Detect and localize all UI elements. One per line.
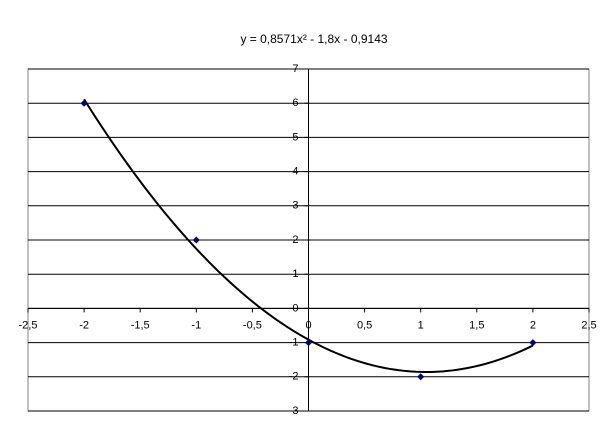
y-tick-label: 4: [292, 166, 298, 178]
data-point: [305, 339, 312, 347]
chart-title: y = 0,8571x² - 1,8x - 0,9143: [240, 32, 387, 46]
y-tick-label: 1: [292, 268, 298, 280]
x-tick-label: 1,5: [469, 319, 484, 331]
y-tick-label: -1: [289, 337, 299, 349]
x-tick-label: 0,5: [357, 319, 372, 331]
data-point: [529, 339, 537, 347]
x-tick-label: -2,5: [19, 319, 38, 331]
y-tick-label: 6: [292, 97, 298, 109]
y-tick-label: -3: [289, 405, 299, 417]
x-tick-label: 0: [305, 319, 311, 331]
x-tick-label: 2: [530, 319, 536, 331]
x-tick-label: 1: [418, 319, 424, 331]
data-point: [192, 236, 200, 244]
x-tick-label: -1: [191, 319, 201, 331]
y-tick-label: 7: [292, 63, 298, 75]
x-tick-label: -0,5: [243, 319, 262, 331]
y-tick-label: 3: [292, 200, 298, 212]
data-point: [80, 99, 88, 107]
y-tick-label: 5: [292, 131, 298, 143]
data-point: [417, 373, 425, 381]
x-tick-label: -2: [79, 319, 89, 331]
y-tick-label: -2: [289, 371, 299, 383]
x-tick-label: -1,5: [131, 319, 150, 331]
x-tick-label: 2,5: [581, 319, 596, 331]
y-tick-label: 2: [292, 234, 298, 246]
